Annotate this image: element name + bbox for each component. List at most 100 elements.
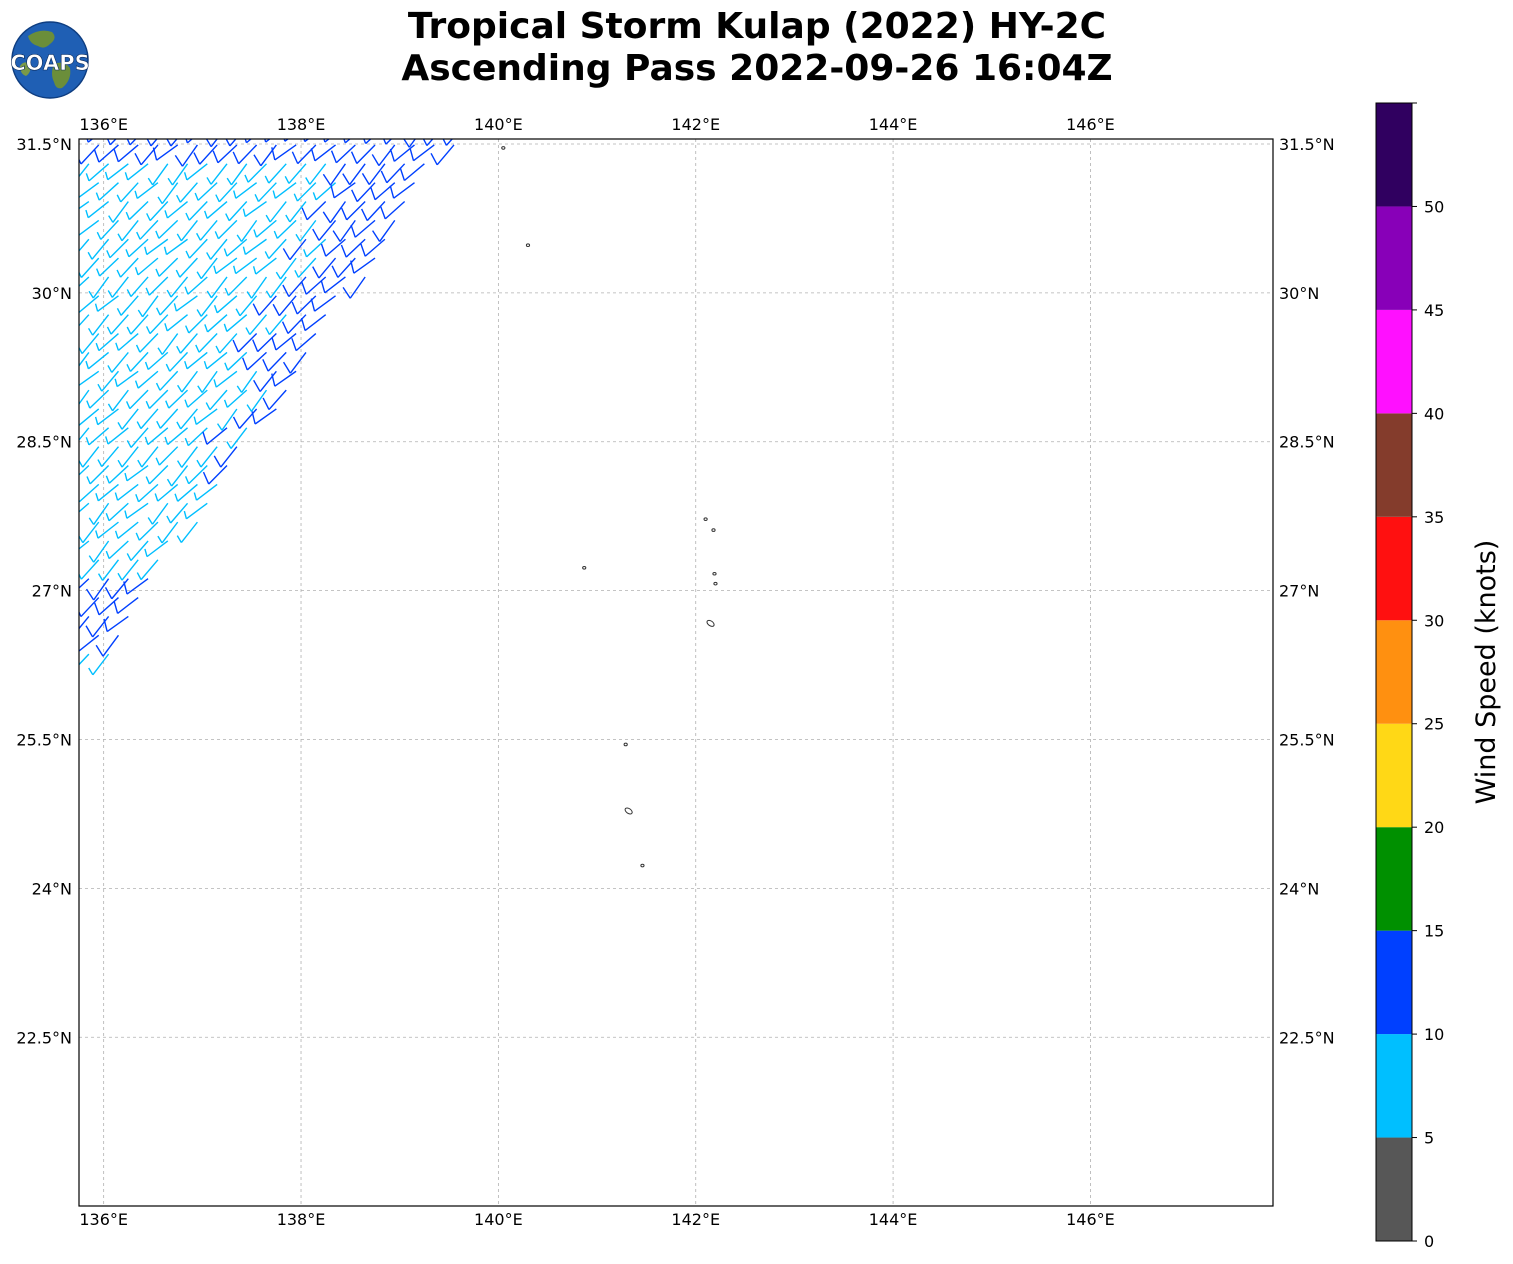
wind-barb (254, 107, 277, 127)
wind-barb (145, 465, 169, 485)
wind-barb (136, 559, 159, 581)
wind-barb (202, 427, 228, 445)
wind-barb (154, 107, 178, 125)
wind-barb (193, 70, 217, 86)
wind-barb (196, 446, 218, 468)
wind-barb (176, 333, 198, 354)
wind-barb (88, 502, 110, 525)
wind-barb (97, 370, 120, 392)
wind-barb (225, 201, 248, 222)
wind-barb (103, 615, 129, 633)
island-outline (703, 517, 708, 521)
wind-barb (342, 276, 366, 299)
island-outline (712, 571, 717, 576)
wind-barb (165, 351, 189, 372)
wind-barb (105, 427, 129, 445)
wind-barb (361, 163, 386, 185)
wind-barb (176, 408, 198, 430)
wind-barb (106, 88, 128, 109)
wind-barb (242, 351, 267, 371)
wind-barb (363, 139, 372, 145)
wind-barb (264, 238, 287, 260)
wind-barb (79, 220, 80, 222)
colorbar-tick-label: 5 (1424, 1129, 1434, 1148)
wind-barb (166, 139, 178, 147)
wind-barb (156, 408, 179, 429)
island-outline (525, 243, 531, 248)
wind-barb (79, 559, 80, 561)
colorbar-segment (1376, 309, 1412, 414)
wind-barb (117, 219, 139, 242)
wind-barb (196, 295, 218, 317)
wind-barb (125, 389, 149, 410)
wind-barb (116, 295, 139, 316)
wind-barb (79, 351, 90, 367)
wind-barb (183, 502, 208, 520)
lat-tick-label-left: 27°N (32, 582, 72, 601)
wind-barb (164, 200, 188, 219)
wind-barb (362, 88, 385, 107)
wind-barb (95, 333, 119, 352)
wind-barb (106, 314, 129, 335)
wind-barb (96, 257, 119, 277)
wind-barb (371, 144, 396, 167)
colorbar-tick-label: 25 (1424, 715, 1444, 734)
wind-barb (253, 144, 277, 167)
wind-barb (251, 408, 277, 425)
wind-barb (226, 163, 248, 186)
island-outline (713, 581, 718, 586)
wind-barb (85, 578, 110, 601)
wind-barb (177, 370, 198, 393)
wind-barb (184, 389, 208, 408)
wind-barb (461, 88, 483, 109)
wind-barb (79, 371, 80, 373)
wind-barb (293, 182, 317, 202)
wind-barb (79, 258, 80, 260)
colorbar-tick-label: 35 (1424, 508, 1444, 527)
wind-barb (185, 139, 194, 144)
wind-barb (403, 139, 417, 148)
wind-barb (188, 95, 212, 108)
lon-tick-label-top: 146°E (1066, 115, 1115, 134)
wind-barb (125, 88, 148, 107)
wind-barb (174, 144, 198, 167)
lat-tick-label-left: 28.5°N (16, 433, 72, 452)
wind-barb (282, 238, 307, 261)
wind-barb (320, 238, 346, 257)
wind-barb (223, 389, 248, 408)
wind-barb (88, 653, 110, 676)
wind-barb (281, 314, 307, 334)
colorbar-segment (1376, 1034, 1412, 1138)
wind-barb (310, 295, 336, 312)
wind-barb (236, 219, 258, 242)
lat-tick-label-left: 31.5°N (16, 135, 72, 154)
wind-barb (104, 163, 129, 181)
wind-barb (105, 465, 129, 484)
wind-barb (117, 446, 139, 468)
wind-barb (421, 88, 444, 107)
wind-barb (312, 182, 337, 201)
lat-tick-label-left: 25.5°N (16, 730, 72, 749)
wind-barb (310, 144, 336, 162)
wind-barb (342, 163, 366, 186)
wind-barb (331, 257, 356, 278)
wind-barb (165, 88, 188, 108)
wind-barb (193, 408, 218, 426)
wind-barb (194, 182, 218, 201)
lat-ticks-left: 22.5°N 24°N 25.5°N 27°N 28.5°N 30°N 31.5°N (16, 135, 72, 1047)
wind-barb (79, 446, 100, 468)
island-outline (501, 146, 506, 150)
wind-barb (152, 144, 179, 161)
wind-barb (117, 559, 139, 581)
island-outline (711, 528, 716, 532)
wind-barb (144, 88, 168, 103)
wind-barb (271, 144, 297, 161)
colorbar-segment (1376, 723, 1412, 828)
wind-barb (223, 238, 248, 257)
wind-barb (124, 163, 149, 181)
wind-barb (271, 370, 297, 387)
wind-barb (244, 163, 267, 183)
wind-barb (300, 314, 327, 332)
colorbar-tick-label: 40 (1424, 404, 1444, 423)
wind-barb (88, 540, 110, 563)
